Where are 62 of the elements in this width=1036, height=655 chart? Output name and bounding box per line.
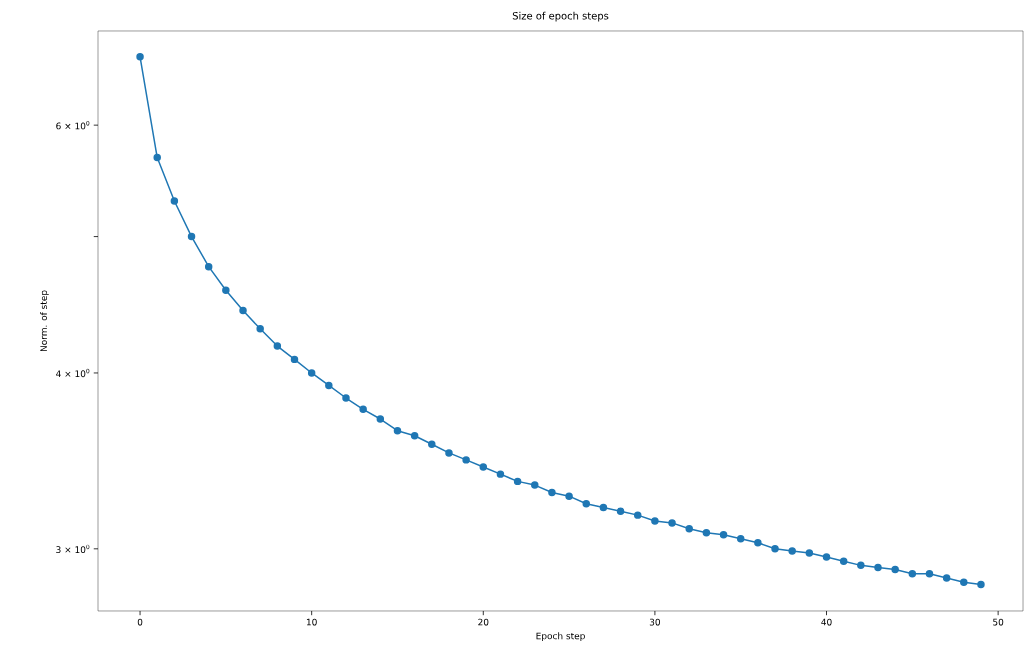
- x-tick-label: 30: [649, 618, 661, 626]
- point: [616, 507, 625, 516]
- x-tick-label: 20: [478, 618, 489, 626]
- point: [428, 440, 436, 448]
- point: [908, 570, 917, 578]
- x-tick-label: 0: [137, 618, 143, 626]
- point: [839, 557, 848, 565]
- point: [256, 325, 264, 333]
- y-tick-label: 3 × 10$^{0}$: [56, 544, 90, 554]
- x-axis-title: Epoch step: [536, 632, 585, 642]
- point: [273, 342, 282, 350]
- point: [479, 463, 488, 471]
- point: [496, 470, 505, 478]
- point: [325, 381, 333, 390]
- point: [634, 511, 642, 519]
- chart-title: Size of epoch steps: [512, 11, 609, 22]
- point: [222, 286, 230, 294]
- point: [410, 431, 419, 440]
- point: [290, 355, 299, 364]
- point: [187, 232, 196, 241]
- point: [445, 449, 453, 457]
- point: [805, 549, 814, 557]
- point: [719, 530, 728, 539]
- point: [822, 553, 831, 561]
- point: [342, 394, 350, 402]
- point: [599, 503, 608, 512]
- point: [977, 580, 985, 589]
- point: [376, 415, 385, 423]
- point: [531, 481, 539, 489]
- point: [136, 53, 144, 61]
- point: [754, 539, 762, 547]
- point: [307, 369, 316, 377]
- point: [736, 535, 745, 543]
- point: [702, 529, 711, 537]
- y-tick-label: 6 × 10$^{0}$: [56, 120, 90, 130]
- point: [788, 547, 796, 555]
- point: [925, 570, 934, 578]
- point: [170, 197, 179, 205]
- point: [513, 477, 522, 486]
- point: [582, 499, 590, 508]
- point: [565, 492, 573, 500]
- point: [960, 578, 968, 587]
- point: [153, 153, 161, 162]
- y-axis-title: Norm. of step: [40, 290, 49, 352]
- point: [874, 563, 882, 572]
- x-tick-label: 10: [306, 618, 317, 626]
- point: [239, 306, 247, 315]
- y-tick-label: 4 × 10$^{0}$: [56, 368, 90, 378]
- point: [685, 525, 693, 533]
- point: [668, 519, 676, 527]
- point: [942, 574, 951, 582]
- x-tick-label: 50: [993, 618, 1004, 626]
- x-tick-label: 40: [821, 618, 832, 626]
- point: [857, 561, 865, 570]
- point: [651, 517, 659, 525]
- point: [204, 262, 213, 271]
- point: [462, 456, 470, 464]
- point: [548, 488, 556, 497]
- point: [891, 565, 899, 574]
- point: [359, 405, 367, 414]
- point: [393, 426, 402, 435]
- point: [771, 545, 779, 553]
